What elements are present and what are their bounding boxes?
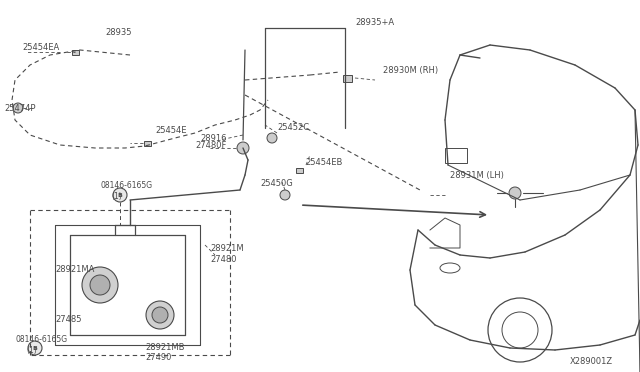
Text: 28935: 28935: [105, 28, 131, 36]
Bar: [344, 74, 353, 81]
Text: B: B: [33, 346, 37, 350]
Text: 28921M: 28921M: [210, 244, 244, 253]
Text: 28921MB: 28921MB: [145, 343, 184, 353]
Circle shape: [13, 103, 23, 113]
Circle shape: [146, 301, 174, 329]
Circle shape: [90, 275, 110, 295]
Bar: [296, 167, 303, 173]
Bar: [143, 141, 150, 145]
Circle shape: [237, 142, 249, 154]
Bar: [445, 148, 467, 163]
Circle shape: [28, 341, 42, 355]
Circle shape: [113, 188, 127, 202]
Bar: [72, 49, 79, 55]
Text: 28930M (RH): 28930M (RH): [383, 65, 438, 74]
Text: 08146-6165G: 08146-6165G: [15, 336, 67, 344]
Text: 27485: 27485: [55, 315, 81, 324]
Circle shape: [509, 187, 521, 199]
Text: (1): (1): [26, 346, 36, 356]
Circle shape: [267, 133, 277, 143]
Text: B: B: [118, 192, 122, 198]
Text: 25454EA: 25454EA: [22, 42, 60, 51]
Text: 28935+A: 28935+A: [355, 17, 394, 26]
Text: 25474P: 25474P: [4, 103, 35, 112]
Text: 28916: 28916: [200, 134, 227, 142]
Text: (1): (1): [111, 192, 122, 201]
Circle shape: [82, 267, 118, 303]
Text: 25454EB: 25454EB: [305, 157, 342, 167]
Text: 28931M (LH): 28931M (LH): [450, 170, 504, 180]
Circle shape: [280, 190, 290, 200]
Text: 27480: 27480: [210, 256, 237, 264]
Text: 25452C: 25452C: [277, 122, 309, 131]
Text: X289001Z: X289001Z: [570, 357, 613, 366]
Text: 27480F: 27480F: [195, 141, 227, 150]
Text: 25450G: 25450G: [260, 179, 292, 187]
Text: 25454E: 25454E: [155, 125, 186, 135]
Text: 08146-6165G: 08146-6165G: [100, 180, 152, 189]
Text: 28921MA: 28921MA: [55, 266, 94, 275]
Text: 27490: 27490: [145, 353, 172, 362]
Circle shape: [152, 307, 168, 323]
